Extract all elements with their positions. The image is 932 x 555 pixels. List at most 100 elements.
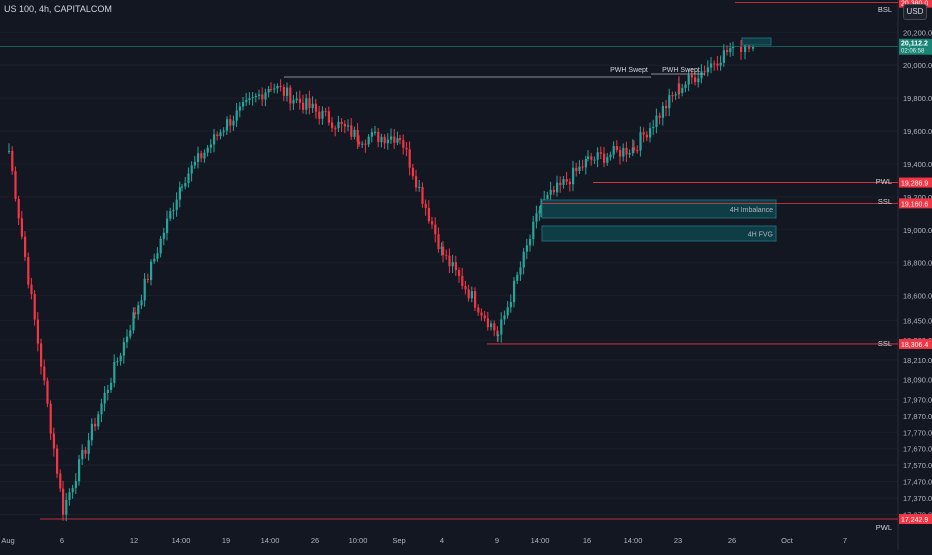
candle-174 xyxy=(546,194,549,200)
candle-210 xyxy=(658,115,661,118)
candle-200 xyxy=(628,153,631,155)
candle-1 xyxy=(11,150,14,172)
x-tick-label-17: 7 xyxy=(843,536,847,545)
x-tick-label-9: 4 xyxy=(440,536,444,545)
y-tick-label-17: 17,570.0 xyxy=(903,461,932,470)
candle-30 xyxy=(103,392,106,404)
candle-224 xyxy=(700,71,703,79)
candle-133 xyxy=(421,187,424,204)
candle-97 xyxy=(311,103,314,109)
candle-50 xyxy=(166,218,169,233)
candle-16 xyxy=(59,473,62,489)
candle-165 xyxy=(519,267,522,275)
symbol-title[interactable]: US 100, 4h, CAPITALCOM xyxy=(4,4,112,14)
candle-39 xyxy=(132,312,135,331)
candle-47 xyxy=(156,253,159,259)
candle-110 xyxy=(350,125,353,137)
candle-91 xyxy=(292,100,295,104)
candle-234 xyxy=(732,46,735,49)
candle-19 xyxy=(68,492,71,500)
x-tick-label-14: 23 xyxy=(674,536,682,545)
zone-label-0: 4H Imbalance xyxy=(730,207,773,214)
candle-68 xyxy=(222,130,225,133)
candle-162 xyxy=(509,302,512,308)
x-tick-label-15: 26 xyxy=(728,536,736,545)
candle-197 xyxy=(619,150,622,157)
candle-109 xyxy=(347,125,350,127)
candle-230 xyxy=(719,62,722,66)
candle-107 xyxy=(340,121,343,125)
level-label-4: PWL xyxy=(876,523,892,532)
candle-21 xyxy=(74,481,77,489)
candle-36 xyxy=(122,342,125,356)
candle-148 xyxy=(467,289,470,299)
candle-117 xyxy=(370,132,373,137)
candle-122 xyxy=(386,139,389,144)
candle-63 xyxy=(206,147,209,153)
candle-213 xyxy=(668,95,671,109)
candle-232 xyxy=(726,50,729,53)
candle-204 xyxy=(639,132,642,151)
candle-57 xyxy=(187,173,190,184)
candle-18 xyxy=(65,499,68,515)
x-tick-label-8: Sep xyxy=(392,536,405,545)
candle-80 xyxy=(258,94,261,96)
candle-100 xyxy=(318,111,321,119)
candle-171 xyxy=(538,210,541,214)
currency-button[interactable]: USD xyxy=(903,4,927,20)
candle-74 xyxy=(238,106,241,111)
y-tick-label-19: 17,370.0 xyxy=(903,494,932,503)
candle-33 xyxy=(113,361,116,383)
candle-164 xyxy=(516,274,519,281)
candle-56 xyxy=(184,183,187,187)
candle-135 xyxy=(427,207,430,222)
candle-168 xyxy=(529,238,532,246)
y-tick-label-5: 19,200.0 xyxy=(903,193,932,202)
candle-207 xyxy=(649,128,652,138)
x-tick-label-6: 26 xyxy=(311,536,319,545)
candle-54 xyxy=(178,187,181,200)
candle-123 xyxy=(390,136,393,140)
candle-71 xyxy=(229,119,232,126)
candle-65 xyxy=(213,134,216,145)
candle-161 xyxy=(506,307,509,316)
last-price-tag xyxy=(899,38,932,55)
y-tick-label-1: 20,000.0 xyxy=(903,61,932,70)
candle-212 xyxy=(665,106,668,109)
candle-167 xyxy=(525,245,528,252)
candle-8 xyxy=(33,294,36,320)
candle-195 xyxy=(612,146,615,155)
candle-53 xyxy=(175,199,178,210)
y-tick-label-3: 19,600.0 xyxy=(903,127,932,136)
candle-67 xyxy=(219,132,222,137)
candle-172 xyxy=(540,205,543,211)
candle-61 xyxy=(200,153,203,159)
candle-163 xyxy=(513,280,516,303)
candle-166 xyxy=(522,251,525,268)
candle-7 xyxy=(30,284,33,295)
x-tick-label-13: 14:00 xyxy=(624,536,643,545)
candle-31 xyxy=(106,389,109,393)
candle-75 xyxy=(242,102,245,107)
candle-150 xyxy=(474,291,477,308)
candle-66 xyxy=(216,134,219,137)
candle-72 xyxy=(232,120,235,126)
x-tick-label-4: 19 xyxy=(222,536,230,545)
candle-73 xyxy=(235,110,238,121)
candle-58 xyxy=(190,165,193,174)
candle-215 xyxy=(674,94,677,96)
candle-125 xyxy=(396,138,399,143)
candle-108 xyxy=(343,124,346,127)
candle-214 xyxy=(671,95,674,97)
x-tick-label-1: 6 xyxy=(60,536,64,545)
candle-92 xyxy=(295,98,298,101)
candle-41 xyxy=(137,305,140,315)
candle-199 xyxy=(625,147,628,155)
zone-small xyxy=(741,37,772,46)
candle-158 xyxy=(497,334,500,337)
candle-189 xyxy=(593,159,596,161)
candle-211 xyxy=(661,106,664,118)
y-tick-label-9: 18,450.0 xyxy=(903,316,932,325)
